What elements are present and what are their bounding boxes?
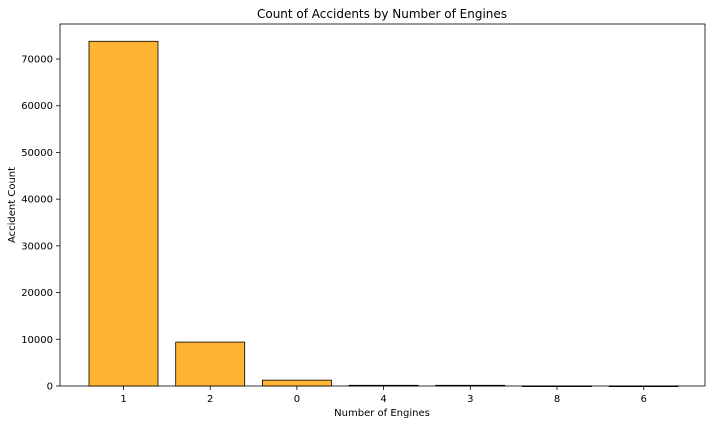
y-tick-label: 10000 [21,335,53,346]
y-axis-label: Accident Count [7,167,18,243]
bar-engines-4 [348,384,419,387]
x-axis-ticks: 1 2 0 4 3 8 6 [120,386,647,405]
x-tick-label: 2 [207,394,213,405]
x-tick-label: 8 [554,394,560,405]
bar-engines-3 [435,384,506,387]
bar-engines-0 [261,379,332,387]
bar-engines-2 [175,341,246,387]
bars [88,40,679,387]
y-tick-label: 70000 [21,55,53,66]
x-tick-label: 4 [380,394,386,405]
bar-engines-1 [88,40,159,387]
y-tick-label: 60000 [21,101,53,112]
y-tick-label: 40000 [21,195,53,206]
y-axis-ticks: 0 10000 20000 30000 40000 50000 60000 70000 [21,55,60,393]
x-tick-label: 6 [641,394,647,405]
y-tick-label: 30000 [21,241,53,252]
y-tick-label: 50000 [21,148,53,159]
x-tick-label: 3 [467,394,473,405]
x-tick-label: 1 [120,394,126,405]
plot-area: 1 2 0 4 3 8 6 0 10000 20000 30000 40000 50000 60000 7… [21,23,706,405]
chart-title: Count of Accidents by Number of Engines [257,7,507,21]
x-tick-label: 0 [294,394,300,405]
x-axis-label: Number of Engines [334,408,430,419]
y-tick-label: 20000 [21,288,53,299]
y-tick-label: 0 [47,382,53,393]
